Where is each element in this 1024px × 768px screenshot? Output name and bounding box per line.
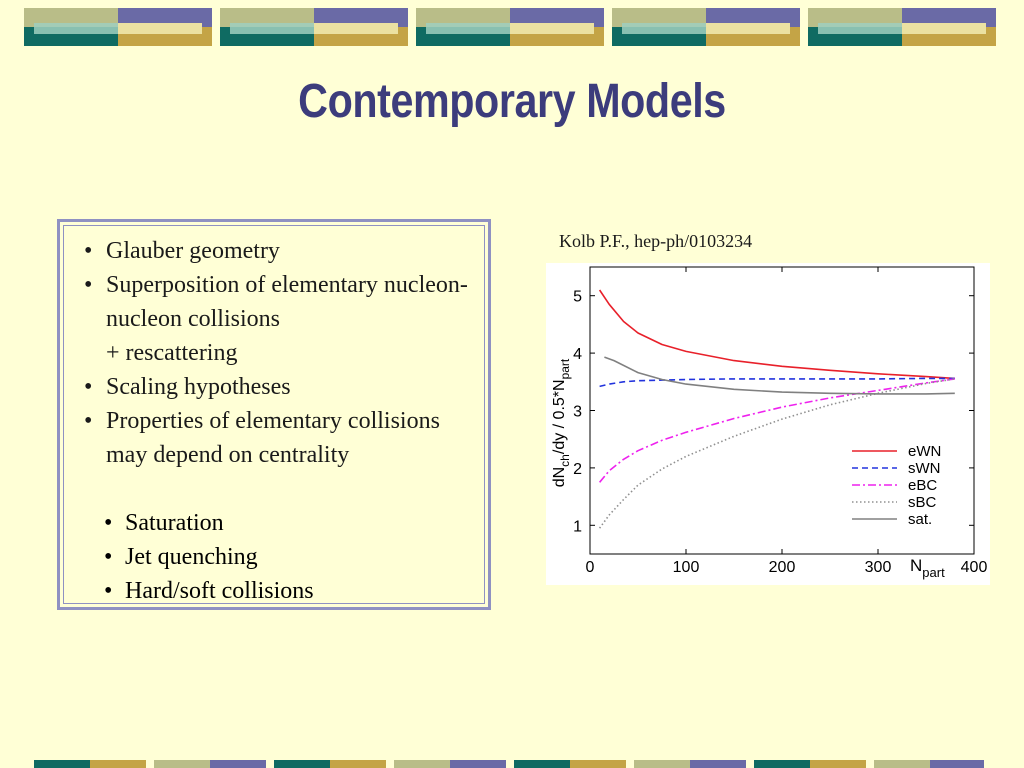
chart-container: 0 100 200 300 400 1 2 3 4 5 Npart dNch/dy / 0.5*Npa… — [546, 263, 990, 585]
bullet-item: Superposition of elementary nucleon-nucl… — [82, 268, 482, 370]
sub-bullet-text: Hard/soft collisions — [125, 578, 314, 604]
sub-bullet-list: Saturation Jet quenching Hard/soft colli… — [82, 506, 482, 608]
plot-area — [589, 266, 975, 555]
bullet-box: Glauber geometry Superposition of elemen… — [57, 219, 491, 610]
citation: Kolb P.F., hep-ph/0103234 — [559, 231, 753, 251]
top-decor-band — [24, 8, 998, 46]
bullet-item: Scaling hypotheses — [82, 370, 482, 404]
decor-seg — [394, 760, 450, 768]
series-line-swn — [599, 377, 955, 388]
legend-label: sat. — [908, 511, 932, 528]
decor-seg — [930, 760, 984, 768]
sub-bullet-item: Hard/soft collisions — [82, 574, 482, 608]
x-tick-label: 0 — [586, 559, 595, 576]
bullet-item: Glauber geometry — [82, 234, 482, 268]
y-tick-label: 4 — [573, 346, 582, 363]
legend-label: sWN — [908, 460, 941, 477]
decor-seg — [274, 760, 330, 768]
bottom-decor-band — [34, 760, 984, 768]
bullet-item: Properties of elementary collisions may … — [82, 404, 482, 472]
sub-bullet-text: Saturation — [125, 510, 224, 536]
y-tick-label: 3 — [573, 404, 582, 421]
y-tick-label: 1 — [573, 518, 582, 535]
bullet-text: Properties of elementary collisions may … — [106, 408, 440, 468]
decor-seg — [690, 760, 746, 768]
sub-bullet-text: Jet quenching — [125, 544, 258, 570]
bullet-text: Scaling hypotheses — [106, 374, 291, 400]
bullet-continuation: + rescattering — [106, 340, 238, 366]
series-line-ebc — [598, 378, 955, 483]
decor-seg — [754, 760, 810, 768]
decor-seg — [810, 760, 866, 768]
slide-title: Contemporary Models — [298, 75, 726, 128]
sub-bullet-item: Jet quenching — [82, 540, 482, 574]
decor-tile — [24, 8, 212, 46]
decor-tile — [416, 8, 604, 46]
decor-tile — [220, 8, 408, 46]
decor-seg — [514, 760, 570, 768]
decor-seg — [450, 760, 506, 768]
decor-seg — [330, 760, 386, 768]
decor-seg — [154, 760, 210, 768]
y-tick-label: 2 — [573, 461, 582, 478]
legend-label: sBC — [908, 494, 937, 511]
legend-label: eBC — [908, 477, 937, 494]
bullet-list: Glauber geometry Superposition of elemen… — [82, 234, 482, 472]
decor-seg — [90, 760, 146, 768]
chart-svg: 0 100 200 300 400 1 2 3 4 5 Npart dNch/dy / 0.5*Npa… — [551, 266, 988, 580]
decor-tile — [808, 8, 996, 46]
decor-seg — [34, 760, 90, 768]
sub-bullet-item: Saturation — [82, 506, 482, 540]
decor-seg — [210, 760, 266, 768]
decor-seg — [570, 760, 626, 768]
x-tick-label: 400 — [961, 559, 988, 576]
x-tick-label: 200 — [769, 559, 796, 576]
legend-label: eWN — [908, 443, 941, 460]
x-tick-label: 100 — [673, 559, 700, 576]
bullet-text: Superposition of elementary nucleon-nucl… — [106, 272, 468, 332]
series-line-ewn — [598, 289, 955, 380]
series-line-sat — [604, 356, 955, 395]
series-line-sbc — [598, 378, 955, 529]
y-axis-label: dNch/dy / 0.5*Npart — [551, 358, 572, 487]
y-tick-label: 5 — [573, 289, 582, 306]
x-tick-label: 300 — [865, 559, 892, 576]
decor-seg — [874, 760, 930, 768]
bullet-text: Glauber geometry — [106, 238, 280, 264]
decor-tile — [612, 8, 800, 46]
x-axis-label: Npart — [910, 556, 945, 580]
decor-seg — [634, 760, 690, 768]
